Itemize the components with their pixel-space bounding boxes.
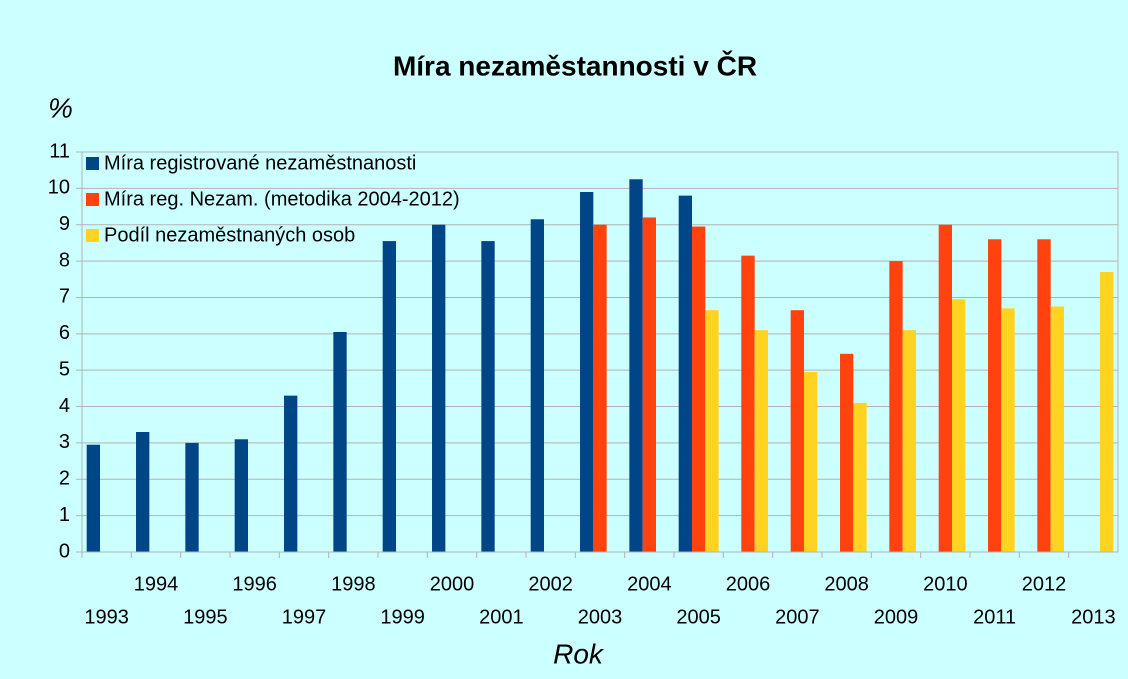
x-tick-label: 2010 <box>923 573 968 595</box>
x-tick-label: 1996 <box>232 573 277 595</box>
bar <box>580 192 594 552</box>
bar <box>951 299 966 552</box>
x-tick-label: 2001 <box>479 606 524 628</box>
x-tick-label: 2008 <box>824 573 869 595</box>
y-tick-label: 6 <box>59 322 70 344</box>
x-tick-label: 2006 <box>726 573 771 595</box>
y-tick-label: 11 <box>49 140 70 162</box>
x-axis-label: Rok <box>553 638 605 669</box>
x-tick-label: 1997 <box>282 606 327 628</box>
legend-swatch <box>86 193 99 206</box>
x-tick-label: 1994 <box>134 573 179 595</box>
y-tick-label: 4 <box>59 395 70 417</box>
bar <box>754 330 768 552</box>
y-tick-label: 3 <box>59 431 70 453</box>
bar <box>333 332 347 552</box>
x-tick-label: 2003 <box>578 606 623 628</box>
x-tick-label: 2005 <box>676 606 721 628</box>
chart-title: Míra nezaměstannosti v ČR <box>393 49 757 81</box>
x-tick-label: 2000 <box>430 573 475 595</box>
y-tick-label: 7 <box>59 286 70 308</box>
x-tick-label: 2002 <box>528 573 573 595</box>
x-tick-label: 2012 <box>1022 573 1067 595</box>
y-axis-label: % <box>48 92 73 123</box>
bar <box>432 224 446 552</box>
x-tick-label: 1995 <box>183 606 228 628</box>
y-tick-label: 0 <box>59 540 70 562</box>
bar <box>234 439 249 552</box>
legend-label: Podíl nezaměstnaných osob <box>104 224 355 246</box>
bar <box>988 239 1002 553</box>
x-tick-label: 1998 <box>331 573 376 595</box>
bar <box>382 241 397 552</box>
bar <box>938 224 952 552</box>
bar <box>185 442 199 552</box>
bar <box>1037 239 1051 553</box>
legend-label: Míra reg. Nezam. (metodika 2004-2012) <box>104 188 460 210</box>
bar <box>530 219 545 553</box>
y-tick-label: 2 <box>59 468 70 490</box>
y-tick-label: 1 <box>59 504 70 526</box>
bar <box>840 353 854 552</box>
y-tick-label: 10 <box>48 177 70 199</box>
x-tick-label: 2007 <box>775 606 820 628</box>
bar <box>629 179 643 553</box>
legend-label: Míra registrované nezaměstnanosti <box>104 152 416 174</box>
bar <box>790 310 804 552</box>
bar <box>642 217 656 553</box>
x-tick-label: 1993 <box>84 606 129 628</box>
y-tick-label: 8 <box>59 249 70 271</box>
bar <box>481 241 495 552</box>
bar <box>593 224 607 552</box>
legend-swatch <box>86 157 99 170</box>
bar <box>902 330 916 552</box>
y-tick-label: 5 <box>59 358 70 380</box>
bar <box>1050 306 1064 552</box>
x-tick-label: 2009 <box>874 606 919 628</box>
bar <box>741 255 755 553</box>
bar <box>889 261 903 552</box>
bar <box>705 310 719 552</box>
bar <box>1001 308 1015 552</box>
bar <box>136 432 150 552</box>
x-tick-label: 1999 <box>380 606 425 628</box>
x-tick-label: 2004 <box>627 573 672 595</box>
x-tick-label: 2011 <box>973 606 1016 628</box>
bar <box>803 372 818 552</box>
bar <box>678 195 693 553</box>
bar <box>86 444 101 552</box>
bar <box>692 226 706 552</box>
bar <box>284 395 298 552</box>
y-tick-label: 9 <box>59 213 70 235</box>
bar <box>1099 272 1114 552</box>
bar <box>853 402 867 552</box>
legend-swatch <box>86 229 99 242</box>
x-tick-label: 2013 <box>1071 606 1116 628</box>
